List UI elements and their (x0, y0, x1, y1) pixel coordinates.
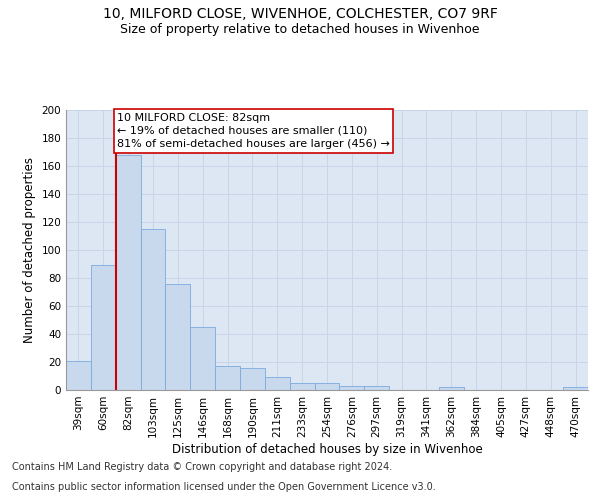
Bar (240, 368, 265, 390)
Bar (340, 386, 364, 390)
Text: Distribution of detached houses by size in Wivenhoe: Distribution of detached houses by size … (172, 442, 482, 456)
Bar (563, 387, 588, 390)
Text: 10 MILFORD CLOSE: 82sqm
← 19% of detached houses are smaller (110)
81% of semi-d: 10 MILFORD CLOSE: 82sqm ← 19% of detache… (117, 113, 390, 149)
Bar (439, 387, 464, 390)
Bar (116, 155, 140, 390)
Bar (215, 366, 240, 390)
Bar (166, 284, 190, 390)
Bar (190, 327, 215, 390)
Text: Contains public sector information licensed under the Open Government Licence v3: Contains public sector information licen… (12, 482, 436, 492)
Bar (314, 383, 340, 390)
Text: 10, MILFORD CLOSE, WIVENHOE, COLCHESTER, CO7 9RF: 10, MILFORD CLOSE, WIVENHOE, COLCHESTER,… (103, 8, 497, 22)
Bar (140, 229, 166, 390)
Bar (66, 360, 91, 390)
Bar (290, 383, 314, 390)
Text: Size of property relative to detached houses in Wivenhoe: Size of property relative to detached ho… (120, 22, 480, 36)
Bar (91, 266, 116, 390)
Text: Contains HM Land Registry data © Crown copyright and database right 2024.: Contains HM Land Registry data © Crown c… (12, 462, 392, 472)
Y-axis label: Number of detached properties: Number of detached properties (23, 157, 36, 343)
Bar (265, 378, 290, 390)
Bar (364, 386, 389, 390)
